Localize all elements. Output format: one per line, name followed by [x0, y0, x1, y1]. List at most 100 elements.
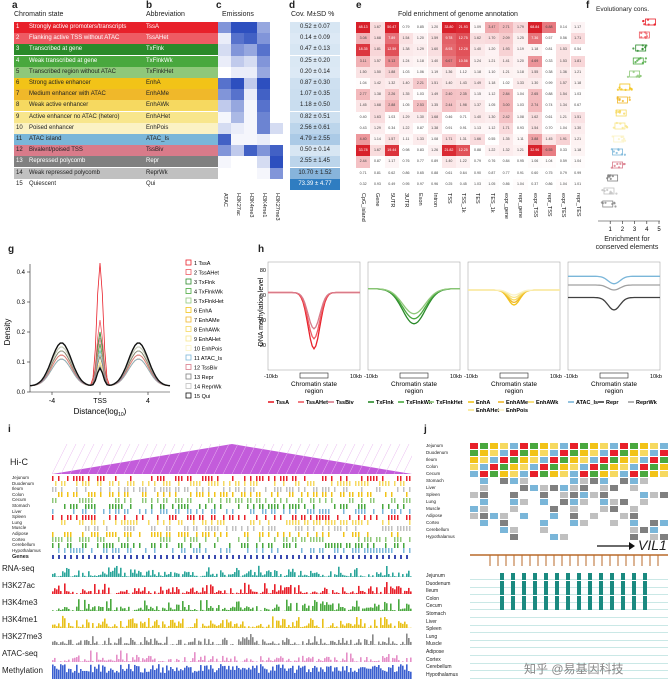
state-segment [124, 526, 126, 531]
g-legend-swatch [186, 327, 191, 332]
j-expression-bar [566, 603, 570, 610]
signal-bar [230, 644, 232, 645]
state-segment [394, 481, 396, 486]
signal-bar [406, 634, 408, 645]
enrichment-cell: 2.09 [499, 33, 513, 44]
signal-bar [54, 625, 56, 628]
g-legend-swatch [186, 365, 191, 370]
enrichment-cell: 12.25 [456, 145, 470, 156]
signal-bar [146, 658, 148, 662]
signal-bar [326, 666, 328, 679]
j-state-segment [570, 443, 578, 449]
signal-bar [256, 576, 258, 577]
signal-bar [266, 588, 268, 594]
signal-bar [218, 605, 220, 611]
j-state-segment [590, 471, 598, 477]
signal-bar [56, 642, 58, 645]
j-state-segment [500, 520, 508, 526]
state-segment [265, 487, 267, 492]
signal-bar [364, 576, 366, 577]
signal-bar [256, 626, 258, 628]
state-segment [226, 492, 228, 497]
state-segment [307, 492, 309, 497]
j-state-segment [520, 464, 528, 470]
state-segment [79, 476, 81, 481]
signal-bar [182, 619, 184, 628]
signal-bar [266, 571, 268, 577]
enrichment-cell: 1.06 [413, 67, 427, 78]
state-segment [193, 526, 195, 531]
g-legend-swatch [186, 346, 191, 351]
j-state-segment [620, 464, 628, 470]
enrichment-cell: 1.19 [513, 44, 527, 55]
f-point [618, 87, 620, 89]
f-point [611, 167, 613, 169]
signal-bar [220, 623, 222, 628]
state-name: Weak transcribed at gene [27, 58, 97, 64]
signal-bar [310, 593, 312, 594]
signal-bar [52, 665, 54, 679]
signal-bar [180, 623, 182, 628]
h-plot-frame [468, 262, 560, 370]
signal-bar [176, 573, 178, 577]
enrichment-cell: 0.83 [413, 145, 427, 156]
signal-bar [200, 592, 202, 594]
j-expression-bar [610, 588, 614, 595]
signal-bar [212, 608, 214, 611]
state-name: Strongly active promoters/transcripts [27, 24, 126, 30]
enrichment-cell: 1.14 [370, 134, 384, 145]
enrichment-cell: 2.84 [499, 89, 513, 100]
signal-bar [264, 641, 266, 645]
tissue-state-track [52, 504, 412, 509]
signal-bar [248, 571, 250, 577]
f-point [619, 110, 621, 112]
enrichment-cell: 2.53 [413, 100, 427, 111]
state-segment [115, 476, 117, 481]
enrichment-cell: 1.71 [442, 134, 456, 145]
signal-bar [302, 667, 304, 679]
signal-bar [358, 669, 360, 679]
signal-bar [370, 626, 372, 628]
signal-bar [402, 642, 404, 645]
signal-bar [138, 657, 140, 662]
state-segment [241, 492, 243, 497]
j-state-segment [630, 527, 638, 533]
signal-bar [354, 671, 356, 679]
j-state-segment [570, 520, 578, 526]
state-segment [64, 548, 66, 553]
state-segment [109, 487, 111, 492]
signal-bar [66, 672, 68, 679]
state-segment [232, 492, 234, 497]
enrichment-cell: 0.84 [499, 156, 513, 167]
signal-bar [344, 660, 346, 662]
emission-cell [244, 22, 257, 33]
j-expression-bar [643, 581, 647, 588]
signal-bar [368, 661, 370, 662]
signal-bar [88, 571, 90, 577]
signal-bar [148, 591, 150, 594]
signal-bar [308, 606, 310, 611]
state-segment [268, 526, 270, 531]
enrichment-cell: 0.40 [356, 112, 370, 123]
signal-bar [104, 667, 106, 679]
signal-bar [138, 571, 140, 577]
signal-bar [106, 673, 108, 679]
signal-bar [234, 607, 236, 611]
signal-bar [140, 622, 142, 628]
signal-bar [144, 659, 146, 662]
state-segment [175, 515, 177, 520]
signal-bar [82, 589, 84, 594]
enrichment-cell: 0.86 [399, 168, 413, 179]
emissions-header: Emissions [222, 11, 254, 18]
signal-bar [102, 590, 104, 594]
signal-bar [194, 592, 196, 594]
enrichment-cell: 2.35 [456, 89, 470, 100]
enrichment-cell: 0.74 [542, 100, 556, 111]
enrichment-cell: 1.71 [571, 33, 585, 44]
signal-bar [64, 607, 66, 611]
emission-cell [231, 44, 244, 55]
state-segment [223, 487, 225, 492]
j-expression-bar [632, 603, 636, 610]
state-segment [205, 537, 207, 542]
state-segment [142, 498, 144, 503]
